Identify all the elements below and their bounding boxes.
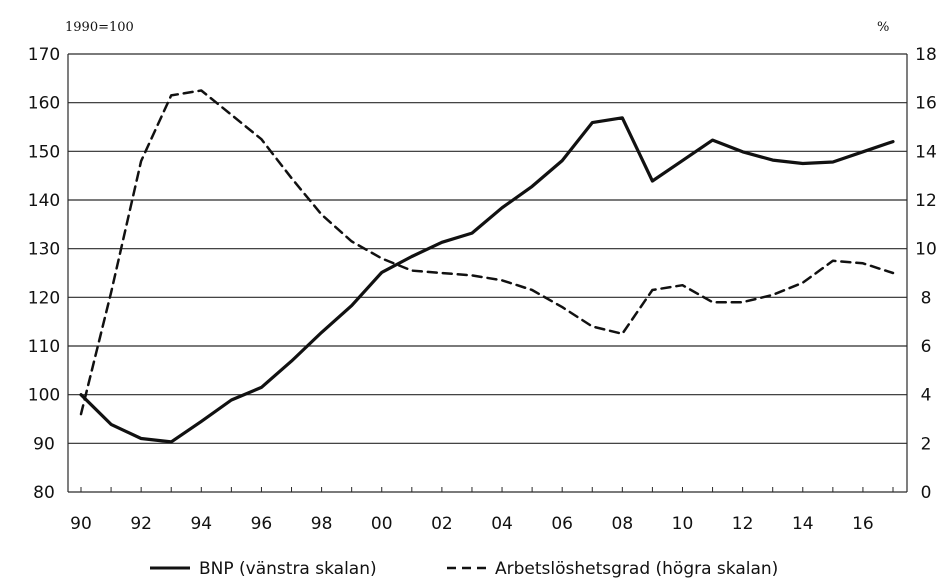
x-tick-label: 00 (371, 514, 393, 534)
left-y-tick-label: 160 (28, 94, 60, 114)
x-tick-label: 96 (251, 514, 273, 534)
left-y-tick-label: 110 (28, 337, 60, 357)
left-y-tick-label: 140 (28, 191, 60, 211)
right-y-tick-label: 18 (915, 45, 937, 65)
right-y-tick-label: 2 (921, 434, 932, 454)
legend: BNP (vänstra skalan) Arbetslöshetsgrad (… (150, 559, 778, 579)
x-tick-label: 12 (732, 514, 754, 534)
right-y-tick-label: 12 (915, 191, 937, 211)
right-y-tick-label: 0 (921, 483, 932, 503)
series-line-arbetsloshet (79, 89, 895, 416)
right-y-tick-label: 10 (915, 240, 937, 260)
right-y-tick-label: 16 (915, 94, 937, 114)
legend-label-arbetsloshet: Arbetslöshetsgrad (högra skalan) (495, 559, 778, 579)
x-tick-label: 16 (852, 514, 874, 534)
legend-label-bnp: BNP (vänstra skalan) (199, 559, 377, 579)
right-y-tick-label: 6 (921, 337, 932, 357)
x-tick-label: 08 (612, 514, 634, 534)
x-tick-label: 04 (491, 514, 513, 534)
x-tick-label: 92 (130, 514, 152, 534)
right-y-tick-label: 14 (915, 142, 937, 162)
left-y-tick-label: 170 (28, 45, 60, 65)
tick-labels: 1990=100 % 80901001101201301401501601700… (28, 20, 937, 534)
left-y-tick-label: 100 (28, 386, 60, 406)
x-tick-label: 98 (311, 514, 333, 534)
left-y-tick-label: 90 (33, 434, 55, 454)
left-y-tick-label: 150 (28, 142, 60, 162)
gridlines (68, 53, 907, 444)
right-y-tick-label: 8 (921, 288, 932, 308)
left-y-tick-label: 120 (28, 288, 60, 308)
axes (67, 54, 908, 493)
left-y-tick-label: 130 (28, 240, 60, 260)
right-y-tick-label: 4 (921, 386, 932, 406)
x-tick-label: 94 (190, 514, 212, 534)
left-y-tick-label: 80 (33, 483, 55, 503)
right-axis-unit-label: % (877, 20, 889, 35)
x-tick-label: 10 (672, 514, 694, 534)
x-tick-label: 90 (70, 514, 92, 534)
x-tick-label: 06 (551, 514, 573, 534)
x-tick-label: 14 (792, 514, 814, 534)
left-axis-unit-label: 1990=100 (65, 20, 134, 35)
x-tick-label: 02 (431, 514, 453, 534)
series-lines (79, 89, 895, 444)
series-line-bnp (79, 116, 895, 444)
